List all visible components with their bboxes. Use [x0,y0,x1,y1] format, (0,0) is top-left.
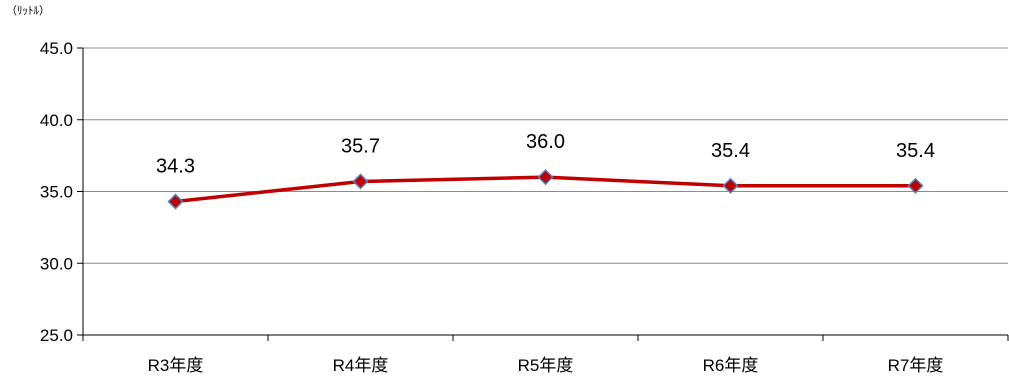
x-tick-label: R4年度 [333,356,389,375]
data-label: 36.0 [526,131,565,153]
axes [77,47,1009,341]
data-labels: 34.3 35.7 36.0 35.4 35.4 [156,131,935,177]
data-label: 35.4 [711,140,750,162]
x-tick-labels: R3年度 R4年度 R5年度 R6年度 R7年度 [148,356,944,375]
y-tick-label: 45.0 [40,39,73,58]
y-tick-label: 35.0 [40,183,73,202]
y-tick-label: 25.0 [40,326,73,345]
data-label: 34.3 [156,156,195,178]
data-point-marker [722,177,739,194]
y-tick-labels: 25.0 30.0 35.0 40.0 45.0 [40,39,73,345]
x-tick-label: R7年度 [888,356,944,375]
data-point-marker [352,173,369,190]
data-point-marker [167,193,184,210]
data-label: 35.4 [896,140,935,162]
y-axis-unit-label: （ﾘｯﾄﾙ） [6,5,50,17]
y-tick-label: 30.0 [40,254,73,273]
data-label: 35.7 [341,135,380,157]
series-group [167,169,924,210]
data-point-marker [537,169,554,186]
x-tick-label: R6年度 [703,356,759,375]
gridlines [83,47,1008,264]
x-tick-label: R5年度 [518,356,574,375]
data-point-marker [907,177,924,194]
x-tick-label: R3年度 [148,356,204,375]
y-tick-label: 40.0 [40,111,73,130]
